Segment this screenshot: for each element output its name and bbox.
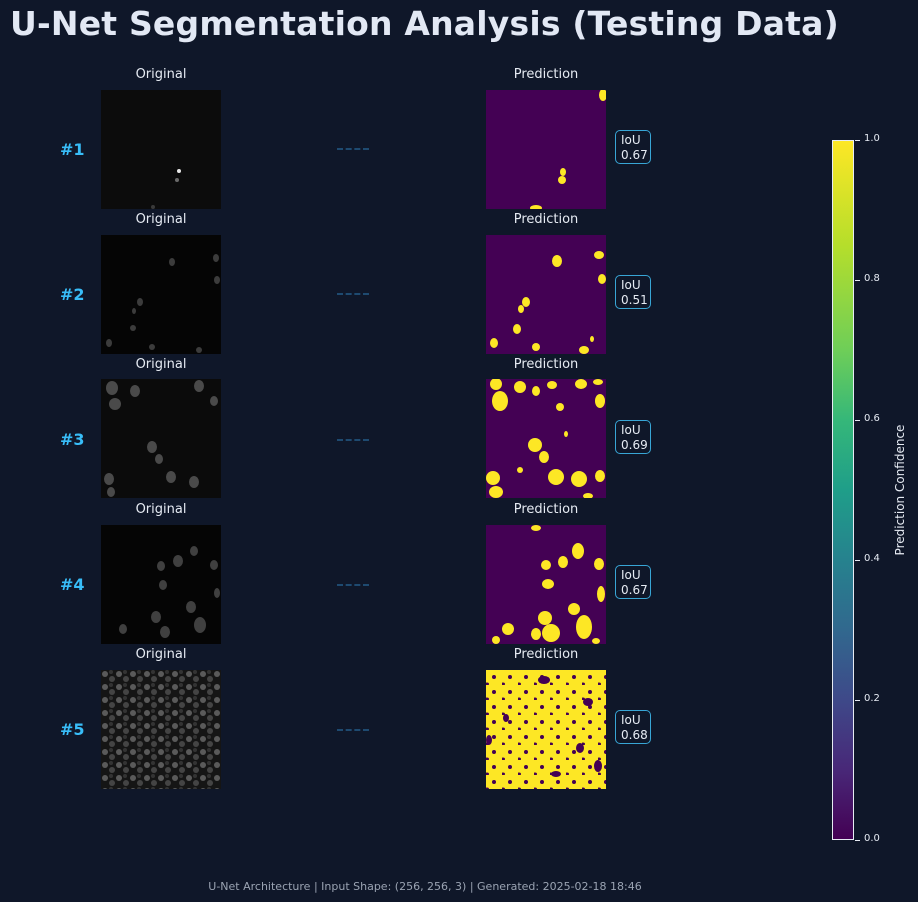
- colorbar-tick: [855, 420, 860, 421]
- sample-row-5: Original Prediction #5: [0, 647, 780, 792]
- iou-value: 0.67: [621, 583, 648, 597]
- iou-label: IoU: [621, 133, 641, 147]
- prediction-caption: Prediction: [513, 212, 579, 227]
- prediction-caption: Prediction: [513, 357, 579, 372]
- prediction-caption: Prediction: [513, 67, 579, 82]
- original-image: [101, 379, 221, 498]
- original-caption: Original: [135, 357, 187, 372]
- colorbar-tick-label: 1.0: [864, 133, 880, 144]
- iou-label: IoU: [621, 713, 641, 727]
- connector-line: [337, 584, 369, 586]
- sample-row-4: Original Prediction #4 IoU 0.67: [0, 502, 780, 647]
- connector-line: [337, 293, 369, 295]
- iou-badge: IoU 0.67: [615, 130, 651, 164]
- connector-line: [337, 729, 369, 731]
- original-caption: Original: [135, 212, 187, 227]
- sample-row-3: Original Prediction #3 IoU 0.69: [0, 357, 780, 502]
- prediction-mask: [486, 525, 606, 644]
- confidence-colorbar: [832, 140, 854, 840]
- iou-value: 0.51: [621, 293, 648, 307]
- colorbar-tick-label: 0.0: [864, 833, 880, 844]
- sample-row-1: Original Prediction #1 IoU 0.67: [0, 67, 780, 212]
- iou-value: 0.69: [621, 438, 648, 452]
- prediction-mask: [486, 379, 606, 498]
- iou-label: IoU: [621, 568, 641, 582]
- original-image: [101, 90, 221, 209]
- page-title: U-Net Segmentation Analysis (Testing Dat…: [10, 4, 839, 43]
- iou-value: 0.67: [621, 148, 648, 162]
- prediction-mask: [486, 670, 606, 789]
- original-caption: Original: [135, 502, 187, 517]
- colorbar-tick: [855, 140, 860, 141]
- prediction-caption: Prediction: [513, 502, 579, 517]
- original-caption: Original: [135, 67, 187, 82]
- iou-badge: IoU 0.51: [615, 275, 651, 309]
- sample-row-2: Original Prediction #2 IoU 0.51: [0, 212, 780, 357]
- original-caption: Original: [135, 647, 187, 662]
- sample-label: #5: [60, 720, 85, 739]
- iou-label: IoU: [621, 423, 641, 437]
- iou-label: IoU: [621, 278, 641, 292]
- colorbar-tick-label: 0.4: [864, 553, 880, 564]
- colorbar-tick: [855, 840, 860, 841]
- colorbar-tick: [855, 700, 860, 701]
- connector-line: [337, 439, 369, 441]
- sample-label: #4: [60, 575, 85, 594]
- sample-label: #2: [60, 285, 85, 304]
- iou-badge: IoU 0.68: [615, 710, 651, 744]
- prediction-mask: [486, 235, 606, 354]
- colorbar-tick-label: 0.6: [864, 413, 880, 424]
- prediction-mask: [486, 90, 606, 209]
- sample-label: #3: [60, 430, 85, 449]
- original-image: [101, 525, 221, 644]
- original-image: [101, 235, 221, 354]
- original-image: [101, 670, 221, 789]
- footer-caption: U-Net Architecture | Input Shape: (256, …: [208, 880, 642, 893]
- connector-line: [337, 148, 369, 150]
- iou-value: 0.68: [621, 728, 648, 742]
- colorbar-tick: [855, 560, 860, 561]
- colorbar-tick-label: 0.2: [864, 693, 880, 704]
- colorbar-tick-label: 0.8: [864, 273, 880, 284]
- prediction-caption: Prediction: [513, 647, 579, 662]
- iou-badge: IoU 0.67: [615, 565, 651, 599]
- sample-label: #1: [60, 140, 85, 159]
- colorbar-tick: [855, 280, 860, 281]
- colorbar-title: Prediction Confidence: [893, 424, 907, 556]
- iou-badge: IoU 0.69: [615, 420, 651, 454]
